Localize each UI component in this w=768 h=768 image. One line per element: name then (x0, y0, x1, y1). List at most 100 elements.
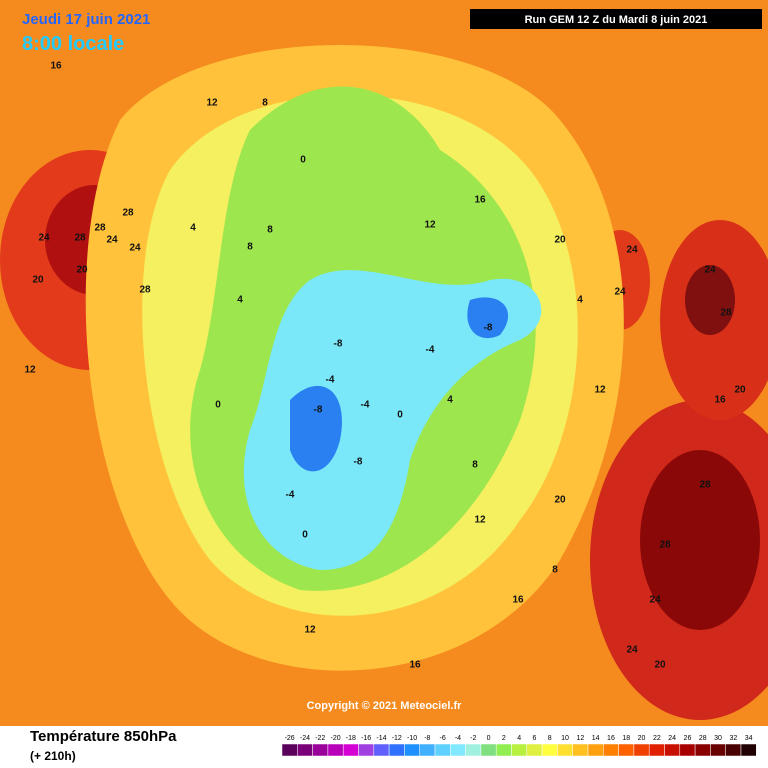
contour-label: 20 (654, 660, 666, 671)
colorbar-box (587, 743, 604, 757)
colorbar-tick-label: -20 (330, 735, 340, 742)
colorbar-tick-label: 6 (532, 735, 536, 742)
colorbar-tick-label: 8 (548, 735, 552, 742)
colorbar-box (450, 743, 466, 757)
colorbar-box (603, 743, 619, 757)
colorbar-box (388, 743, 405, 757)
contour-label: -4 (286, 490, 295, 501)
colorbar-tick-label: 32 (729, 735, 737, 742)
contour-label: 8 (267, 225, 273, 236)
colorbar-tick-label: 20 (638, 735, 646, 742)
contour-label: 24 (106, 235, 118, 246)
contour-label: 12 (24, 365, 36, 376)
contour-label: 12 (474, 515, 486, 526)
colorbar-box (664, 743, 681, 757)
colorbar-box (511, 743, 528, 757)
colorbar-box (373, 743, 390, 757)
colorbar-box (694, 743, 711, 757)
contour-label: 4 (190, 223, 196, 234)
colorbar-box (710, 743, 726, 757)
colorbar-box (618, 743, 635, 757)
contour-label: 0 (397, 410, 403, 421)
contour-label: 12 (206, 98, 218, 109)
colorbar-tick-label: -26 (285, 735, 295, 742)
contour-label: 28 (659, 540, 671, 551)
contour-label: 24 (614, 287, 626, 298)
contour-label: 20 (76, 265, 88, 276)
contour-label: 20 (554, 495, 566, 506)
contour-label: 12 (424, 220, 436, 231)
contour-label: -8 (314, 405, 323, 416)
colorbar-tick-label: 24 (668, 735, 676, 742)
contour-label: 24 (626, 245, 638, 256)
cold-core (467, 297, 509, 339)
colorbar-tick-label: 10 (561, 735, 569, 742)
contour-label: 4 (237, 295, 243, 306)
contour-label: 28 (139, 285, 151, 296)
contour-label: 28 (94, 223, 106, 234)
colorbar-box (312, 743, 329, 757)
contour-label: 28 (699, 480, 711, 491)
colorbar-box (541, 743, 558, 757)
colorbar-tick-label: -10 (407, 735, 417, 742)
colorbar-tick-label: -8 (424, 735, 430, 742)
colorbar-box (404, 743, 420, 757)
colorbar-tick-label: 14 (592, 735, 600, 742)
contour-label: -8 (484, 323, 493, 334)
colorbar-tick-label: -24 (300, 735, 310, 742)
colorbar-tick-label: 34 (745, 735, 753, 742)
contour-label: 0 (300, 155, 306, 166)
contour-label: -4 (326, 375, 335, 386)
colorbar-tick-label: 22 (653, 735, 661, 742)
cold-core (290, 385, 342, 472)
contour-label: 16 (50, 61, 62, 72)
copyright: Copyright © 2021 Meteociel.fr (307, 700, 463, 712)
colorbar-box (327, 743, 344, 757)
contour-label: 0 (215, 400, 221, 411)
contour-label: 12 (594, 385, 606, 396)
colorbar-tick-label: 30 (714, 735, 722, 742)
colorbar-tick-label: -4 (455, 735, 461, 742)
colorbar-tick-label: 18 (622, 735, 630, 742)
contour-label: 4 (447, 395, 453, 406)
contour-label: 8 (552, 565, 558, 576)
contour-label: 0 (302, 530, 308, 541)
colorbar-tick-label: 2 (502, 735, 506, 742)
colorbar-box (342, 743, 359, 757)
contour-label: 28 (720, 308, 732, 319)
contour-label: -8 (354, 457, 363, 468)
contour-label: 24 (649, 595, 661, 606)
contour-label: -8 (334, 339, 343, 350)
colorbar-box (434, 743, 451, 757)
contour-label: 8 (247, 242, 253, 253)
colorbar-tick-label: -16 (361, 735, 371, 742)
contour-label: 16 (409, 660, 421, 671)
colorbar-box (725, 743, 742, 757)
contour-label: 12 (304, 625, 316, 636)
colorbar-tick-label: 0 (487, 735, 491, 742)
hot-core (640, 450, 760, 630)
colorbar-tick-label: -22 (315, 735, 325, 742)
colorbar: -26 -24 -22 -20 -18 -16 -14 -12 -10 -8 -6 -4 -2 0 2 4 6 8… (281, 735, 757, 757)
time: 8:00 locale (22, 33, 124, 55)
colorbar-box (679, 743, 696, 757)
contour-label: 16 (714, 395, 726, 406)
colorbar-tick-label: -18 (346, 735, 356, 742)
contour-label: 20 (554, 235, 566, 246)
colorbar-box (572, 743, 589, 757)
colorbar-tick-label: -12 (392, 735, 402, 742)
footer-lead: (+ 210h) (30, 749, 76, 763)
contour-label: 8 (262, 98, 268, 109)
colorbar-box (358, 743, 375, 757)
colorbar-tick-label: 16 (607, 735, 615, 742)
colorbar-tick-label: 4 (517, 735, 521, 742)
contour-label: 8 (472, 460, 478, 471)
contour-label: 20 (734, 385, 746, 396)
colorbar-tick-label: 28 (699, 735, 707, 742)
contour-label: 16 (474, 195, 486, 206)
colorbar-tick-label: -6 (440, 735, 446, 742)
colorbar-box (419, 743, 436, 757)
contour-label: -4 (426, 345, 435, 356)
colorbar-box (495, 743, 512, 757)
